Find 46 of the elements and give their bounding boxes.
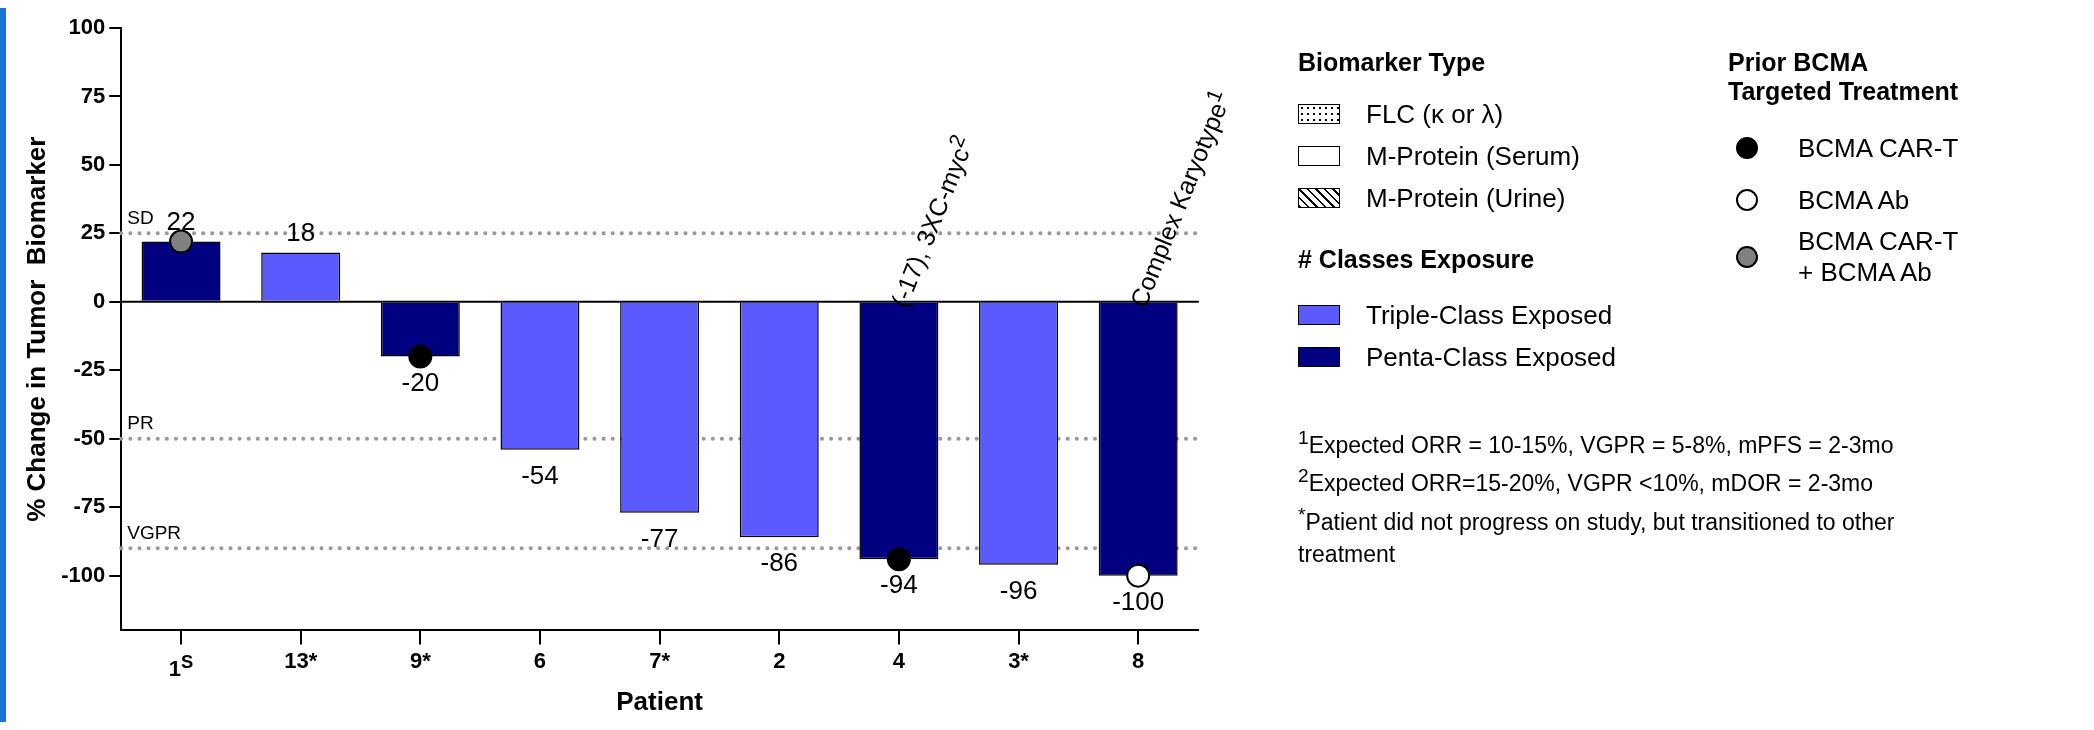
text: M-Protein (Serum): [1366, 140, 1580, 172]
y-axis-title: % Change in Tumor Biomarker: [20, 136, 51, 522]
ref-line-label: VGPR: [127, 521, 182, 543]
data-label: -96: [999, 574, 1038, 605]
data-label: 18: [286, 216, 316, 247]
data-label: -54: [521, 459, 559, 490]
legend-label: Triple-Class Exposed: [1366, 299, 1613, 331]
x-tick-label: 4: [892, 648, 906, 674]
x-tick-label: 13*: [284, 648, 318, 674]
x-tick-label: 9*: [409, 648, 431, 674]
data-label: 22: [166, 205, 196, 236]
x-tick-label: 3*: [1008, 648, 1029, 674]
legend-label: BCMA Ab: [1798, 184, 1910, 215]
ref-line-label: PR: [127, 412, 154, 434]
x-tick-label: 1$^{S}$: [168, 650, 194, 681]
y-tick-label: -100: [61, 561, 106, 587]
y-tick-label: 100: [68, 14, 106, 40]
data-label: -77: [640, 522, 679, 553]
legend-label: Penta-Class Exposed: [1366, 341, 1617, 373]
text: Prior BCMA Targeted Treatment: [1728, 48, 1959, 105]
data-label: -86: [760, 547, 799, 578]
y-tick-label: 25: [80, 219, 106, 245]
data-label: -20: [401, 366, 440, 397]
y-tick-label: -75: [73, 493, 106, 519]
text: $^{1}$Expected ORR = 10-15%, VGPR = 5-8%, mPFS = 2-3mo: [1298, 427, 1894, 458]
text: # Classes Exposure: [1298, 245, 1535, 273]
y-tick-label: 75: [80, 82, 106, 108]
x-tick-label: 6: [533, 648, 547, 674]
text: Biomarker Type: [1298, 48, 1486, 76]
data-label: -94: [880, 569, 918, 600]
ref-line-label: SD: [127, 207, 154, 229]
legend-label: BCMA CAR-T: [1798, 132, 1959, 163]
legend-label: BCMA CAR-T + BCMA Ab: [1798, 226, 1958, 287]
y-tick-label: 0: [92, 287, 106, 313]
x-tick-label: 8: [1132, 648, 1145, 674]
y-tick-label: 50: [80, 150, 106, 176]
x-tick-label: 7*: [649, 648, 670, 674]
x-axis-title: Patient: [616, 685, 704, 716]
x-tick-label: 2: [773, 648, 786, 674]
data-label: -100: [1112, 585, 1165, 616]
text: $^{*}$Patient did not progress on study, but transitioned to other treatment: [1298, 504, 1895, 567]
text: $^{2}$Expected ORR=15-20%, VGPR <10%, mDOR = 2-3mo: [1298, 465, 1874, 497]
y-tick-label: -50: [73, 424, 106, 450]
text: M-Protein (Urine): [1366, 182, 1566, 214]
text: FLC (κ or λ): [1366, 98, 1504, 130]
y-tick-label: -25: [73, 356, 106, 382]
